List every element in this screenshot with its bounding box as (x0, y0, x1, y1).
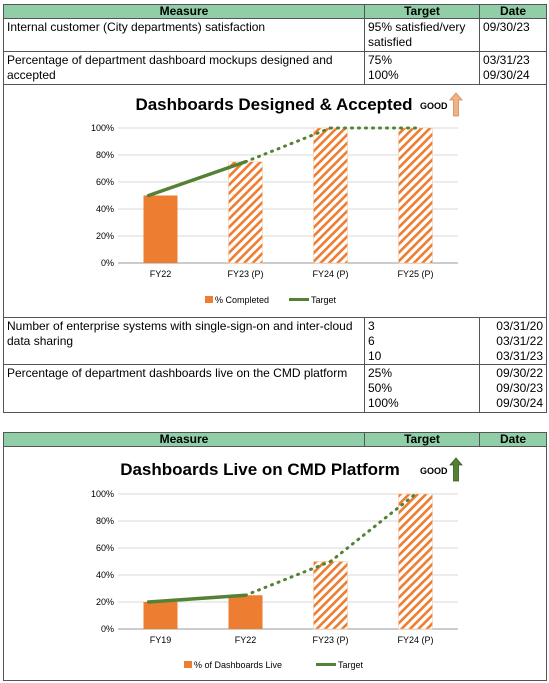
x-tick-label: FY24 (P) (397, 635, 433, 645)
y-tick-label: 40% (96, 204, 114, 214)
x-tick-label: FY25 (P) (397, 269, 433, 279)
y-tick-label: 0% (101, 258, 114, 268)
y-tick-label: 0% (101, 624, 114, 634)
target-line-segment (244, 126, 332, 164)
chart-dashboards-designed: Dashboards Designed & Accepted GOOD 0% 20% 4… (91, 92, 463, 305)
target-line-segment (244, 560, 332, 597)
good-label: GOOD (420, 466, 448, 476)
y-tick-label: 40% (96, 570, 114, 580)
legend-label-bars: % Completed (215, 295, 269, 305)
table1-header-measure: Measure (3, 4, 365, 19)
table1-header-target: Target (364, 4, 480, 19)
y-tick-label: 20% (96, 231, 114, 241)
y-tick-label: 80% (96, 150, 114, 160)
table-row-target: 3 6 10 (364, 317, 480, 365)
chart-title: Dashboards Designed & Accepted (135, 95, 412, 114)
table3-header-target: Target (364, 432, 480, 447)
bar (143, 195, 178, 263)
table-row-date: 03/31/23 09/30/24 (479, 51, 547, 85)
target-line-segment (146, 593, 248, 604)
bar (398, 493, 433, 630)
legend-label-target: Target (338, 660, 364, 670)
up-arrow-icon (449, 92, 463, 117)
y-tick-label: 60% (96, 543, 114, 553)
up-arrow-icon (449, 457, 463, 482)
x-tick-label: FY24 (P) (312, 269, 348, 279)
table-row-target: 75% 100% (364, 51, 480, 85)
table-row-date: 09/30/22 09/30/23 09/30/24 (479, 364, 547, 413)
x-tick-label: FY23 (P) (312, 635, 348, 645)
legend-label-bars: % of Dashboards Live (194, 660, 282, 670)
legend-swatch-bars (184, 661, 192, 668)
x-tick-label: FY19 (150, 635, 172, 645)
legend-label-target: Target (311, 295, 337, 305)
target-line-segment (146, 160, 248, 198)
table-row-target: 95% satisfied/very satisfied (364, 18, 480, 52)
table3-header-date: Date (479, 432, 547, 447)
table-row-target: 25% 50% 100% (364, 364, 480, 413)
bar (143, 602, 178, 629)
x-tick-label: FY23 (P) (227, 269, 263, 279)
table-row-measure: Internal customer (City departments) sat… (3, 18, 365, 52)
table-row-measure: Percentage of department dashboard mocku… (3, 51, 365, 85)
table-row-date: 09/30/23 (479, 18, 547, 52)
y-tick-label: 20% (96, 597, 114, 607)
y-tick-label: 100% (91, 489, 114, 499)
bar (313, 561, 348, 630)
y-tick-label: 100% (91, 123, 114, 133)
y-tick-label: 80% (96, 516, 114, 526)
table-row-measure: Number of enterprise systems with single… (3, 317, 365, 365)
x-tick-label: FY22 (235, 635, 257, 645)
bar (228, 595, 263, 629)
y-tick-label: 60% (96, 177, 114, 187)
table-row-measure: Percentage of department dashboards live… (3, 364, 365, 413)
good-label: GOOD (420, 101, 448, 111)
chart-dashboards-live: Dashboards Live on CMD Platform GOOD 0% 20%… (91, 457, 463, 670)
x-tick-label: FY22 (150, 269, 172, 279)
bar (313, 127, 348, 264)
table3-header-measure: Measure (3, 432, 365, 447)
chart-panel-2 (3, 446, 547, 681)
bar (398, 127, 433, 264)
target-line-segment (329, 492, 417, 563)
table-row-date: 03/31/20 03/31/22 03/31/23 (479, 317, 547, 365)
table1-header-date: Date (479, 4, 547, 19)
bar (228, 161, 263, 264)
chart-title: Dashboards Live on CMD Platform (120, 460, 400, 479)
legend-swatch-bars (205, 296, 213, 303)
